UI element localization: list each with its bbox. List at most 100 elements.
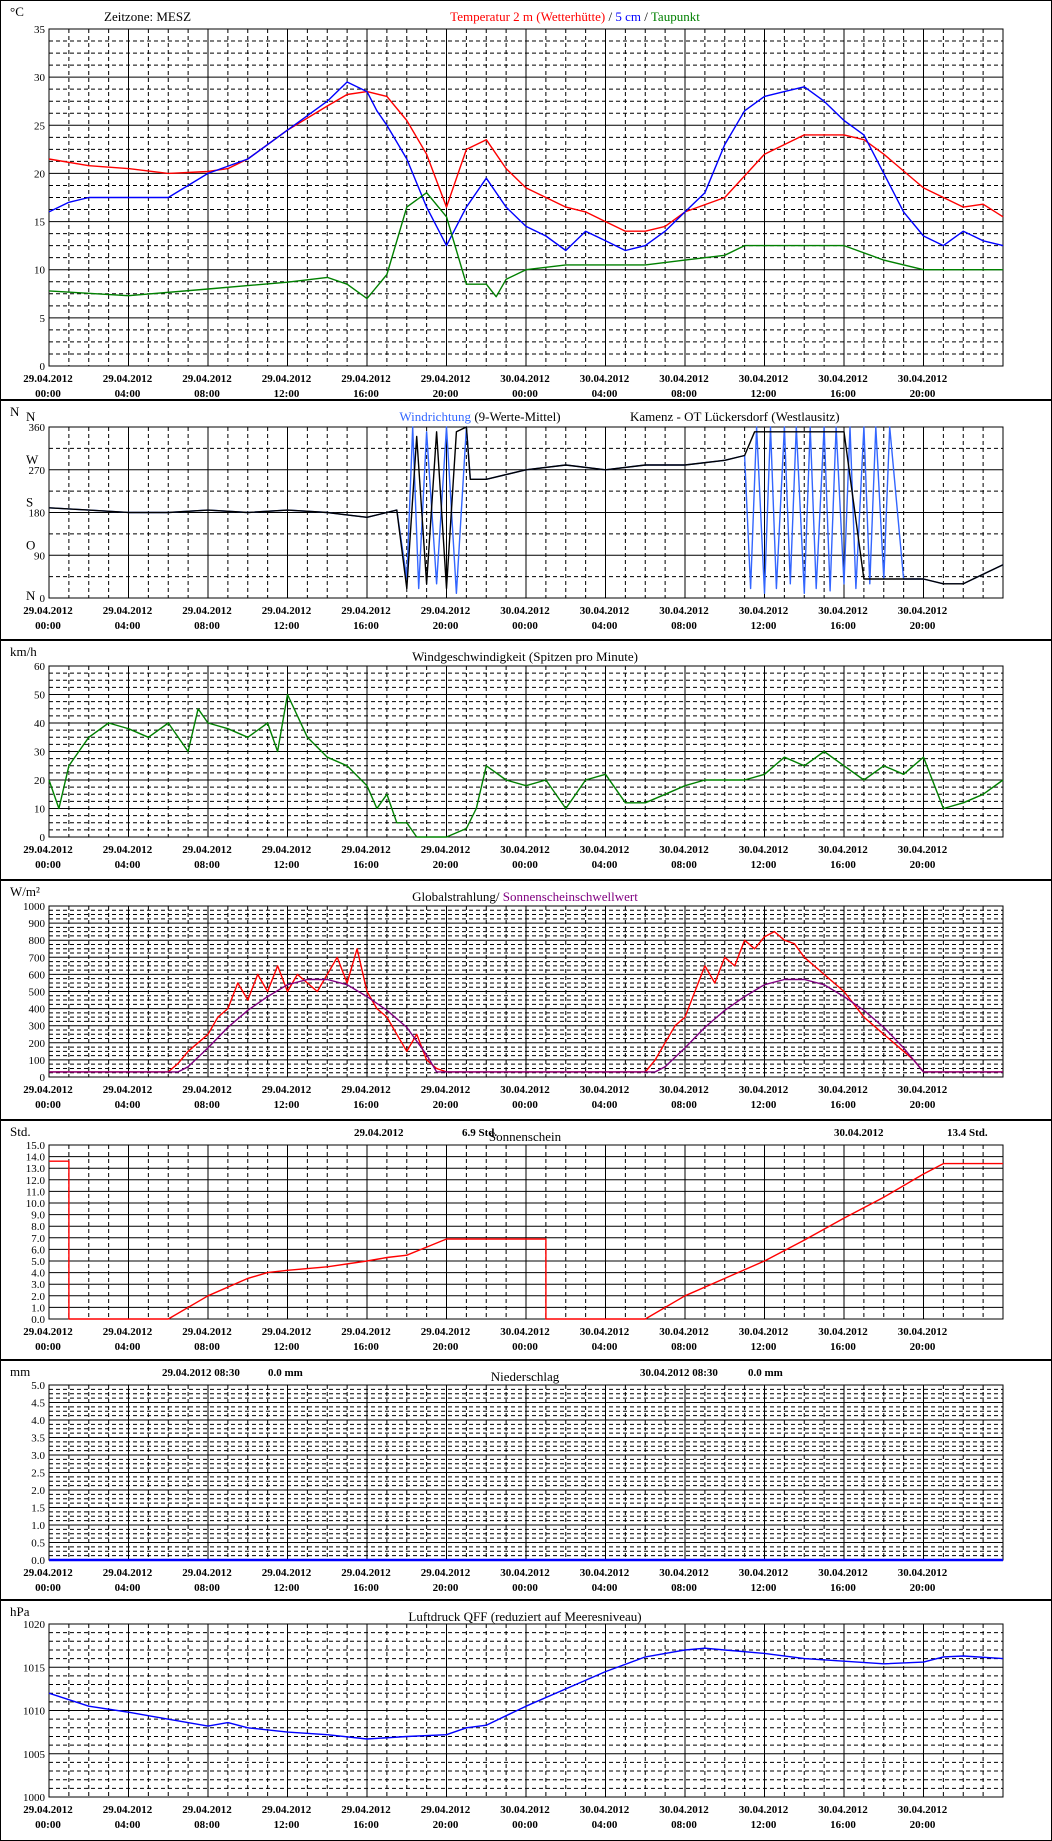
compass-label: O <box>26 537 35 552</box>
x-tick-time: 04:00 <box>115 1341 141 1353</box>
x-tick-date: 30.04.2012 <box>580 1084 630 1096</box>
chart-title-part: (9-Werte-Mittel) <box>471 409 561 424</box>
y-tick-label: 8.0 <box>31 1221 45 1233</box>
y-tick-label: 20 <box>34 775 46 787</box>
x-tick-date: 30.04.2012 <box>739 844 789 856</box>
x-tick-date: 30.04.2012 <box>580 844 630 856</box>
plot-border <box>48 665 1004 838</box>
x-tick-time: 20:00 <box>910 388 936 400</box>
x-tick-date: 29.04.2012 <box>262 1567 312 1579</box>
x-tick-time: 04:00 <box>592 1819 618 1831</box>
x-tick-date: 29.04.2012 <box>421 605 471 617</box>
day-total-value: 6.9 Std. <box>462 1127 497 1139</box>
x-tick-date: 29.04.2012 <box>262 1326 312 1338</box>
x-tick-date: 29.04.2012 <box>262 605 312 617</box>
x-tick-date: 29.04.2012 <box>103 1567 153 1579</box>
y-tick-label: 1010 <box>23 1706 46 1718</box>
x-tick-date: 30.04.2012 <box>659 844 709 856</box>
y-tick-label: 30 <box>34 747 46 759</box>
y-tick-label: 5.0 <box>31 1256 45 1268</box>
y-tick-label: 300 <box>29 1021 46 1033</box>
x-tick-date: 29.04.2012 <box>103 844 153 856</box>
y-tick-label: 0 <box>40 832 46 844</box>
unit-label: mm <box>10 1364 30 1379</box>
x-tick-date: 29.04.2012 <box>262 1804 312 1816</box>
x-tick-date: 29.04.2012 <box>23 844 73 856</box>
x-tick-date: 29.04.2012 <box>182 1567 232 1579</box>
x-tick-date: 30.04.2012 <box>818 1326 868 1338</box>
x-tick-time: 00:00 <box>512 1341 538 1353</box>
x-tick-date: 30.04.2012 <box>898 1326 948 1338</box>
series-line-temperature <box>48 81 1004 252</box>
chart-title: Luftdruck QFF (reduziert auf Meeresnivea… <box>408 1609 641 1624</box>
x-tick-time: 04:00 <box>592 388 618 400</box>
x-tick-date: 30.04.2012 <box>739 1567 789 1579</box>
x-tick-date: 29.04.2012 <box>341 605 391 617</box>
x-tick-date: 29.04.2012 <box>103 1804 153 1816</box>
x-tick-time: 08:00 <box>671 1819 697 1831</box>
x-tick-time: 04:00 <box>592 1099 618 1111</box>
y-tick-label: 3.0 <box>31 1279 45 1291</box>
y-tick-label: 0 <box>40 361 46 373</box>
x-tick-time: 04:00 <box>115 1099 141 1111</box>
x-tick-time: 20:00 <box>910 1582 936 1594</box>
chart-title: Niederschlag <box>491 1369 560 1384</box>
y-tick-label: 30 <box>34 72 46 84</box>
y-tick-label: 1.5 <box>31 1503 45 1515</box>
unit-label: hPa <box>10 1604 30 1619</box>
plot-border <box>48 28 1004 367</box>
x-tick-date: 29.04.2012 <box>421 1804 471 1816</box>
y-tick-label: 0.0 <box>31 1314 45 1326</box>
x-tick-time: 20:00 <box>433 1341 459 1353</box>
x-tick-time: 00:00 <box>512 1582 538 1594</box>
x-tick-time: 16:00 <box>830 388 856 400</box>
x-tick-time: 00:00 <box>512 859 538 871</box>
x-tick-time: 04:00 <box>115 1582 141 1594</box>
x-tick-time: 12:00 <box>274 1099 300 1111</box>
y-tick-label: 180 <box>29 508 46 520</box>
y-tick-label: 0.5 <box>31 1538 45 1550</box>
y-tick-label: 15.0 <box>26 1140 46 1152</box>
series-line-temperature <box>48 191 1003 300</box>
x-tick-time: 16:00 <box>830 620 856 632</box>
chart-title-part: Luftdruck QFF (reduziert auf Meeresnivea… <box>408 1609 641 1624</box>
x-tick-time: 04:00 <box>115 620 141 632</box>
x-tick-date: 30.04.2012 <box>898 844 948 856</box>
x-tick-date: 29.04.2012 <box>23 373 73 385</box>
x-tick-time: 16:00 <box>353 620 379 632</box>
x-tick-time: 12:00 <box>751 1341 777 1353</box>
x-tick-time: 00:00 <box>35 859 61 871</box>
x-tick-time: 04:00 <box>592 859 618 871</box>
x-tick-date: 30.04.2012 <box>659 1804 709 1816</box>
chart-title-part: Sonnenscheinschwellwert <box>503 889 638 904</box>
x-tick-time: 08:00 <box>671 1099 697 1111</box>
unit-label: W/m² <box>10 884 40 899</box>
x-tick-time: 12:00 <box>751 1099 777 1111</box>
compass-label: N <box>26 409 36 424</box>
plot-border <box>48 1623 1004 1798</box>
x-tick-date: 30.04.2012 <box>818 844 868 856</box>
chart-title: Windrichtung (9-Werte-Mittel) <box>399 409 560 424</box>
x-tick-time: 20:00 <box>910 620 936 632</box>
y-tick-label: 5 <box>40 313 46 325</box>
x-tick-time: 00:00 <box>35 1099 61 1111</box>
x-tick-time: 20:00 <box>910 1819 936 1831</box>
y-tick-label: 14.0 <box>26 1152 46 1164</box>
x-tick-time: 04:00 <box>592 1341 618 1353</box>
y-tick-label: 3.5 <box>31 1433 45 1445</box>
x-tick-date: 30.04.2012 <box>580 1326 630 1338</box>
chart-title-part: Windgeschwindigkeit (Spitzen pro Minute) <box>412 649 638 664</box>
day-total-date: 30.04.2012 08:30 <box>640 1367 718 1379</box>
x-tick-date: 30.04.2012 <box>500 373 550 385</box>
x-tick-time: 00:00 <box>512 388 538 400</box>
x-tick-date: 29.04.2012 <box>421 1567 471 1579</box>
y-tick-label: 3.0 <box>31 1450 45 1462</box>
x-tick-date: 29.04.2012 <box>103 1326 153 1338</box>
x-tick-date: 29.04.2012 <box>23 1084 73 1096</box>
chart-title-part: Taupunkt <box>651 9 700 24</box>
y-tick-label: 60 <box>34 661 46 673</box>
x-tick-time: 04:00 <box>592 620 618 632</box>
x-tick-date: 29.04.2012 <box>341 1804 391 1816</box>
y-tick-label: 700 <box>29 952 46 964</box>
x-tick-date: 29.04.2012 <box>103 373 153 385</box>
